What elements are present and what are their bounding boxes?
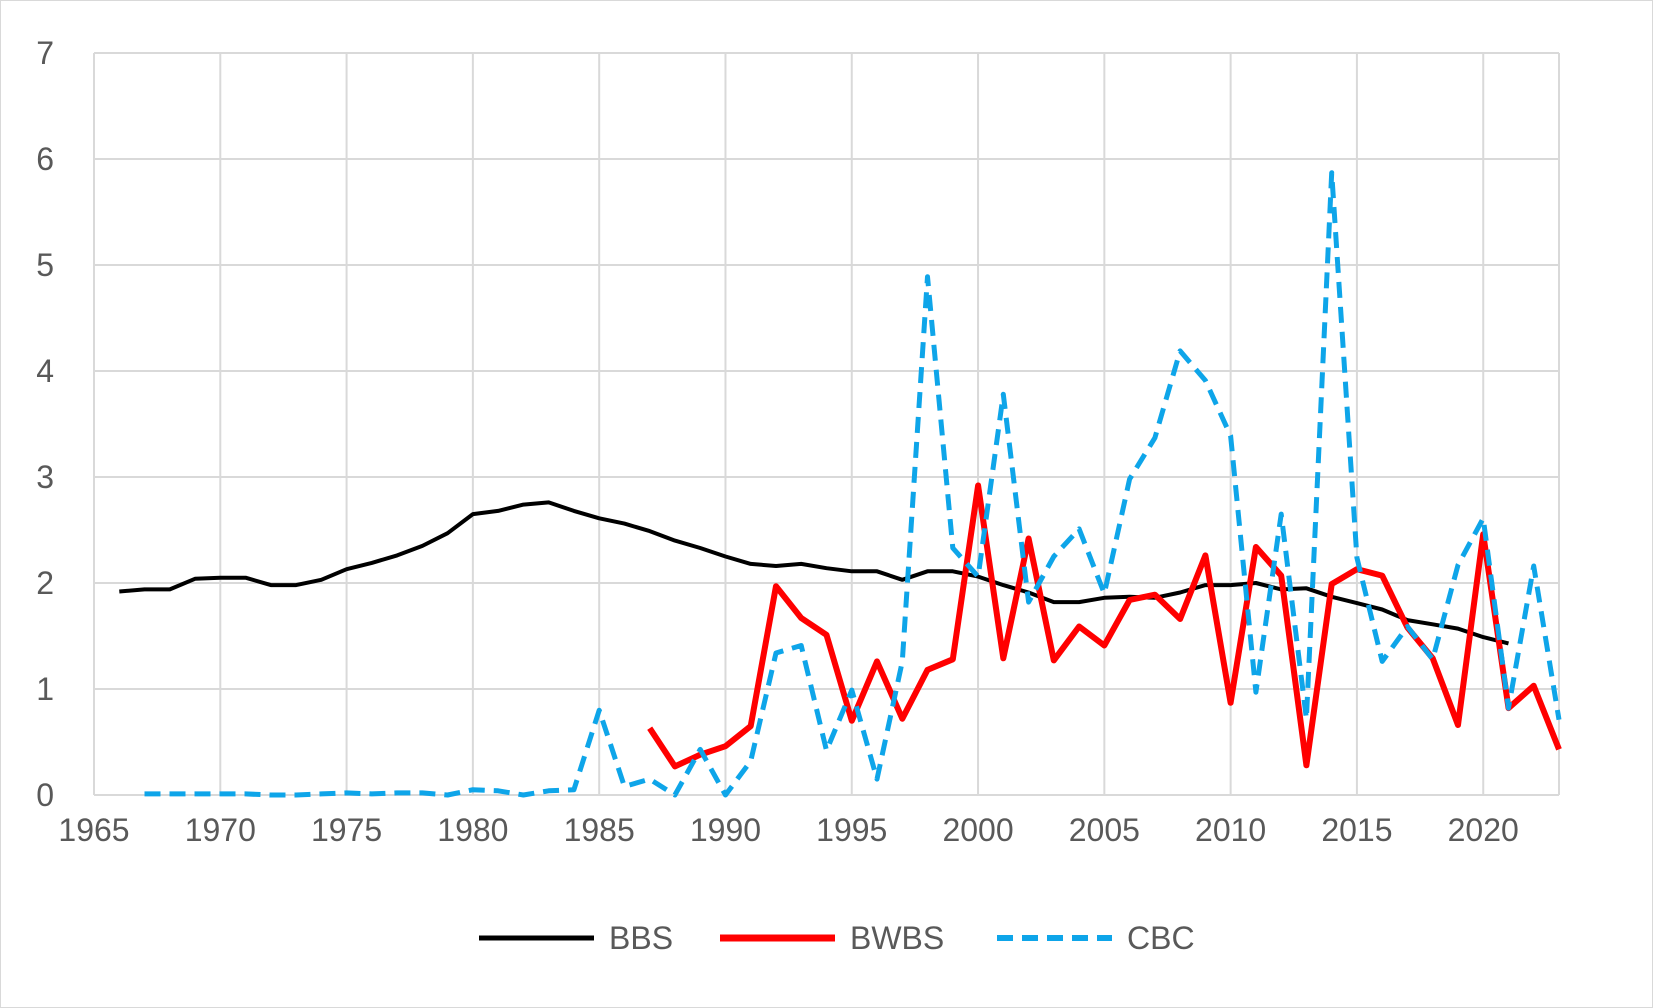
y-tick-label-7: 7 bbox=[36, 35, 54, 71]
y-tick-label-4: 4 bbox=[36, 353, 54, 389]
x-tick-label-2000: 2000 bbox=[942, 812, 1013, 848]
legend-label-cbc: CBC bbox=[1127, 920, 1195, 956]
grid bbox=[93, 52, 1560, 795]
axes: 0 1 2 3 4 5 6 7 1965 1970 1975 1980 1985 1990 1995 2000… bbox=[36, 35, 1559, 848]
x-tick-label-1985: 1985 bbox=[564, 812, 635, 848]
legend-item-bbs: BBS bbox=[479, 920, 673, 956]
legend-label-bwbs: BWBS bbox=[850, 920, 944, 956]
x-tick-label-1995: 1995 bbox=[816, 812, 887, 848]
y-tick-label-1: 1 bbox=[36, 671, 54, 707]
series-line-cbc bbox=[144, 170, 1562, 798]
y-tick-label-5: 5 bbox=[36, 247, 54, 283]
y-tick-label-3: 3 bbox=[36, 459, 54, 495]
x-tick-label-1975: 1975 bbox=[311, 812, 382, 848]
x-tick-label-1965: 1965 bbox=[58, 812, 129, 848]
x-tick-label-1970: 1970 bbox=[185, 812, 256, 848]
x-tick-label-1980: 1980 bbox=[437, 812, 508, 848]
y-tick-label-0: 0 bbox=[36, 777, 54, 813]
y-tick-label-6: 6 bbox=[36, 141, 54, 177]
legend-item-bwbs: BWBS bbox=[720, 920, 944, 956]
x-tick-label-2005: 2005 bbox=[1069, 812, 1140, 848]
y-tick-label-2: 2 bbox=[36, 565, 54, 601]
x-tick-label-2020: 2020 bbox=[1448, 812, 1519, 848]
series-line-bbs bbox=[119, 500, 1509, 646]
legend-label-bbs: BBS bbox=[609, 920, 673, 956]
x-tick-label-2010: 2010 bbox=[1195, 812, 1266, 848]
legend-item-cbc: CBC bbox=[997, 920, 1195, 956]
series bbox=[119, 170, 1562, 798]
x-tick-label-2015: 2015 bbox=[1321, 812, 1392, 848]
x-tick-label-1990: 1990 bbox=[690, 812, 761, 848]
legend: BBS BWBS CBC bbox=[479, 920, 1195, 956]
